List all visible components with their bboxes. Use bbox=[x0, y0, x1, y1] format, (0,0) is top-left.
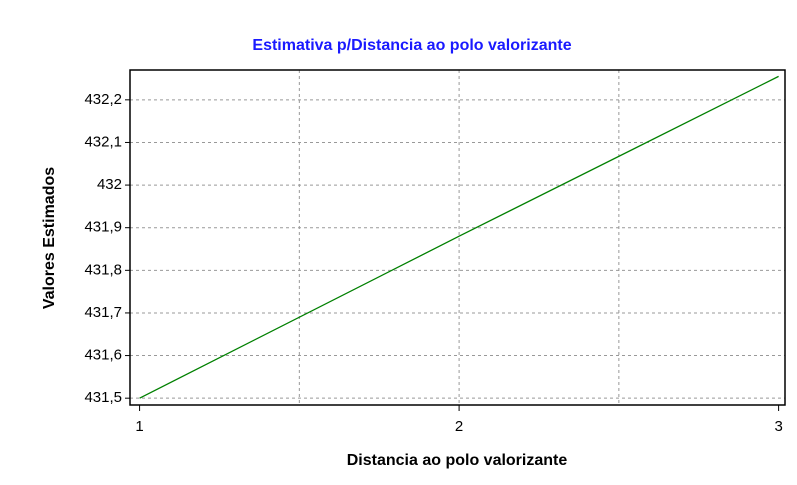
chart-title: Estimativa p/Distancia ao polo valorizan… bbox=[252, 37, 571, 54]
y-tick-label: 432,1 bbox=[84, 133, 122, 150]
y-tick-label: 431,7 bbox=[84, 304, 122, 321]
x-tick-label: 3 bbox=[774, 418, 782, 435]
y-tick-label: 431,5 bbox=[84, 389, 122, 406]
x-axis-label: Distancia ao polo valorizante bbox=[347, 452, 568, 469]
y-axis-label: Valores Estimados bbox=[41, 167, 58, 309]
y-tick-label: 431,8 bbox=[84, 261, 122, 278]
y-tick-label: 431,6 bbox=[84, 347, 122, 364]
y-tick-label: 432 bbox=[97, 176, 122, 193]
x-tick-label: 2 bbox=[455, 418, 463, 435]
y-tick-label: 431,9 bbox=[84, 219, 122, 236]
line-series bbox=[139, 75, 779, 399]
x-tick-label: 1 bbox=[135, 418, 143, 435]
y-tick-label: 432,2 bbox=[84, 91, 122, 108]
plot-frame bbox=[129, 69, 786, 406]
